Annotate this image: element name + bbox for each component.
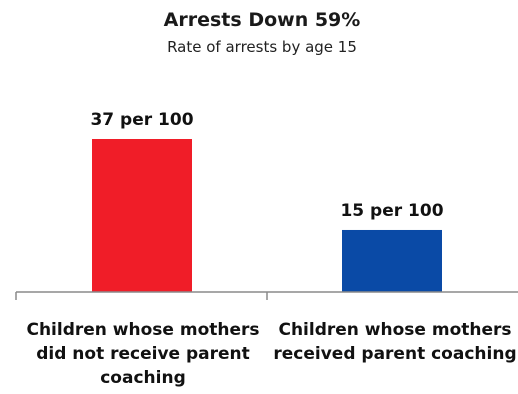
category-label-2-line-2: received parent coaching (273, 344, 516, 364)
bars-group: 37 per 100 Children whose mothers did not … (26, 110, 516, 388)
bar-1 (92, 139, 192, 292)
bar-value-label-1: 37 per 100 (90, 110, 193, 130)
category-label-1-line-3: coaching (100, 368, 186, 388)
category-label-1-line-2: did not receive parent (36, 344, 250, 364)
chart-title: Arrests Down 59% (164, 9, 361, 31)
category-label-1-line-1: Children whose mothers (26, 320, 259, 340)
category-label-2-line-1: Children whose mothers (278, 320, 511, 340)
chart-subtitle: Rate of arrests by age 15 (167, 38, 357, 56)
bar-2 (342, 229, 442, 292)
bar-value-label-2: 15 per 100 (340, 201, 443, 221)
